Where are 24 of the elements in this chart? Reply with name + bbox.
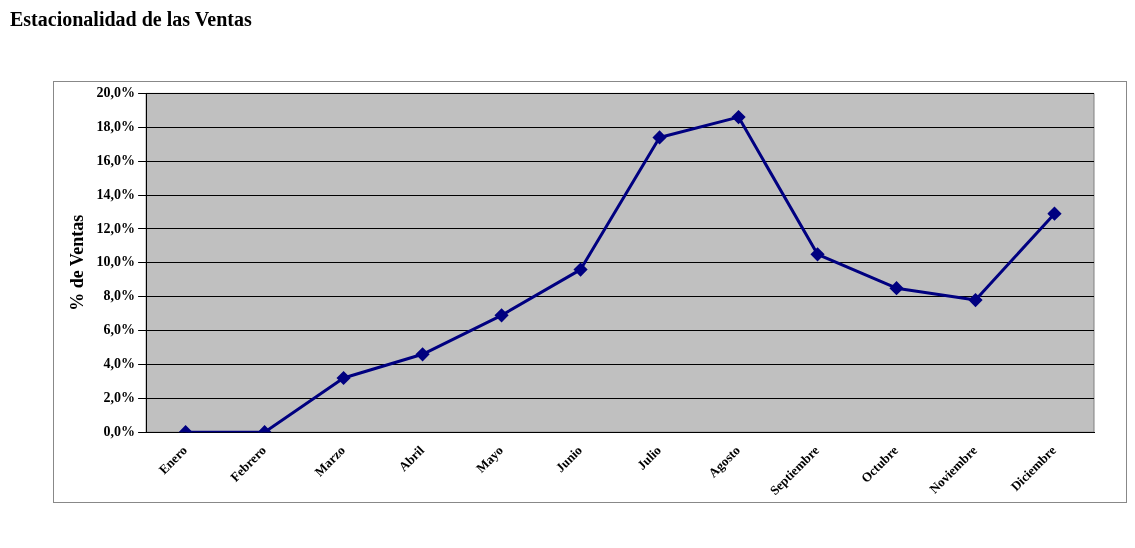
point: [653, 130, 667, 144]
point: [495, 308, 509, 322]
y-tick-label: 16,0%: [96, 152, 136, 168]
point: [574, 263, 588, 277]
point: [1048, 207, 1061, 221]
point: [416, 347, 430, 361]
y-tick-label: 14,0%: [96, 186, 136, 202]
point: [811, 247, 825, 261]
point: [969, 293, 983, 307]
y-tick-label: 8,0%: [103, 288, 136, 304]
y-tick-label: 20,0%: [96, 85, 136, 101]
y-tick-label: 18,0%: [96, 118, 136, 134]
y-tick-label: 4,0%: [103, 356, 136, 372]
y-tick-label: 0,0%: [103, 423, 136, 439]
x-tick-label: Julio: [634, 442, 665, 473]
y-tick-label: 6,0%: [103, 322, 136, 338]
point: [732, 110, 746, 124]
chart-title: Estacionalidad de las Ventas: [10, 8, 253, 31]
y-tick-label: 12,0%: [96, 220, 136, 236]
y-axis-title: % de Ventas: [67, 214, 88, 311]
y-tick-label: 10,0%: [96, 254, 136, 270]
point: [890, 281, 904, 295]
point: [337, 371, 351, 385]
y-tick-label: 2,0%: [103, 389, 136, 405]
